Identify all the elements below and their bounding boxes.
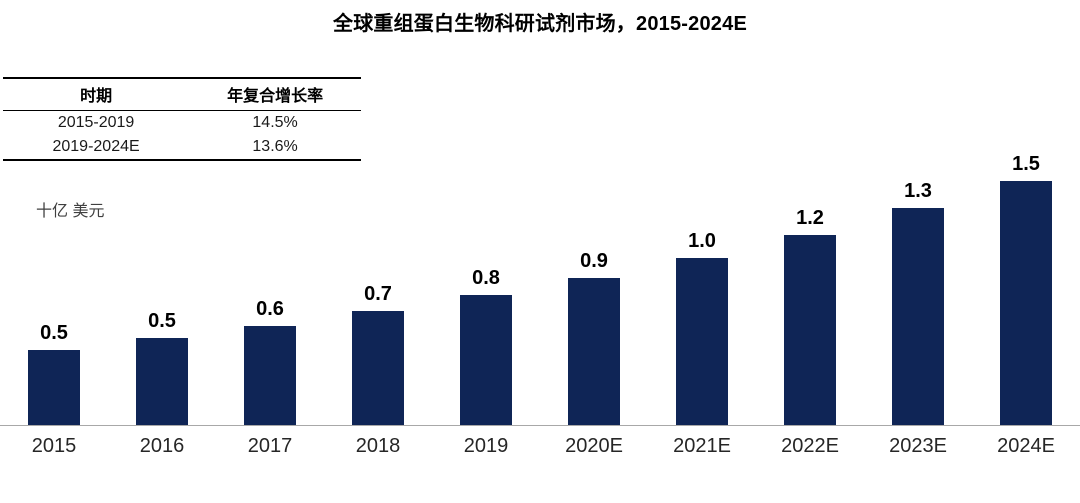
bar-value-label: 1.3 (904, 180, 932, 202)
bar-column: 1.2 (756, 0, 864, 425)
period-cell: 2019-2024E (52, 138, 140, 155)
x-axis-tick-label: 2021E (673, 435, 731, 457)
cagr-table-header-cagr: 年复合增长率 (189, 78, 361, 111)
x-axis-tick-label: 2020E (565, 435, 623, 457)
bar (1000, 181, 1052, 425)
x-axis-tick-label: 2024E (997, 435, 1055, 457)
bar (28, 350, 80, 425)
x-axis-tick-label: 2017 (247, 435, 293, 457)
bar (352, 311, 404, 425)
bar (676, 258, 728, 425)
bar-column: 0.6 (216, 0, 324, 425)
chart-title: 全球重组蛋白生物科研试剂市场，2015-2024E (333, 13, 747, 35)
cagr-table: 时期 年复合增长率 2015-2019 14.5% 2019-2024E 13.… (3, 77, 361, 161)
period-cell: 2015-2019 (57, 114, 135, 131)
bar-value-label: 0.7 (364, 283, 392, 305)
y-axis-unit-label: 十亿 美元 (36, 203, 105, 220)
x-axis-tick-label: 2022E (781, 435, 839, 457)
bar-column: 0.5 (0, 0, 108, 425)
bar-column: 0.8 (432, 0, 540, 425)
cagr-cell: 14.5% (252, 114, 298, 131)
x-axis-line (0, 425, 1080, 426)
cagr-table-header-period: 时期 (3, 78, 190, 111)
bar-value-label: 0.8 (472, 267, 500, 289)
cagr-table-header-row: 时期 年复合增长率 (3, 78, 361, 111)
bar-value-label: 0.5 (40, 322, 68, 344)
bar-column: 0.7 (324, 0, 432, 425)
bar-value-label: 1.2 (796, 207, 824, 229)
x-axis-tick-label: 2016 (139, 435, 185, 457)
bar-value-label: 0.5 (148, 310, 176, 332)
bar-value-label: 1.5 (1012, 153, 1040, 175)
bar-value-label: 0.6 (256, 298, 284, 320)
x-axis-tick-label: 2023E (889, 435, 947, 457)
table-row: 2015-2019 14.5% (3, 111, 361, 136)
bar-column: 1.0 (648, 0, 756, 425)
bar-chart-plot-area: 0.5 0.5 0.6 0.7 0.8 0.9 1.0 1.2 1.3 1.5 (0, 0, 1080, 425)
bar-column: 1.3 (864, 0, 972, 425)
bar-column: 0.5 (108, 0, 216, 425)
bar (568, 278, 620, 425)
bar (892, 208, 944, 425)
bar-value-label: 0.9 (580, 250, 608, 272)
x-axis-tick-label: 2018 (355, 435, 401, 457)
table-row: 2019-2024E 13.6% (3, 135, 361, 160)
cagr-cell: 13.6% (252, 138, 298, 155)
bar-column: 0.9 (540, 0, 648, 425)
x-axis-tick-label: 2015 (31, 435, 77, 457)
bar (244, 326, 296, 425)
bar (460, 295, 512, 425)
bar (136, 338, 188, 425)
x-axis-tick-label: 2019 (463, 435, 509, 457)
bar (784, 235, 836, 425)
x-axis-labels: 2015 2016 2017 2018 2019 2020E 2021E 2022E 2023E… (0, 434, 1080, 458)
bar-column: 1.5 (972, 0, 1080, 425)
bar-value-label: 1.0 (688, 230, 716, 252)
